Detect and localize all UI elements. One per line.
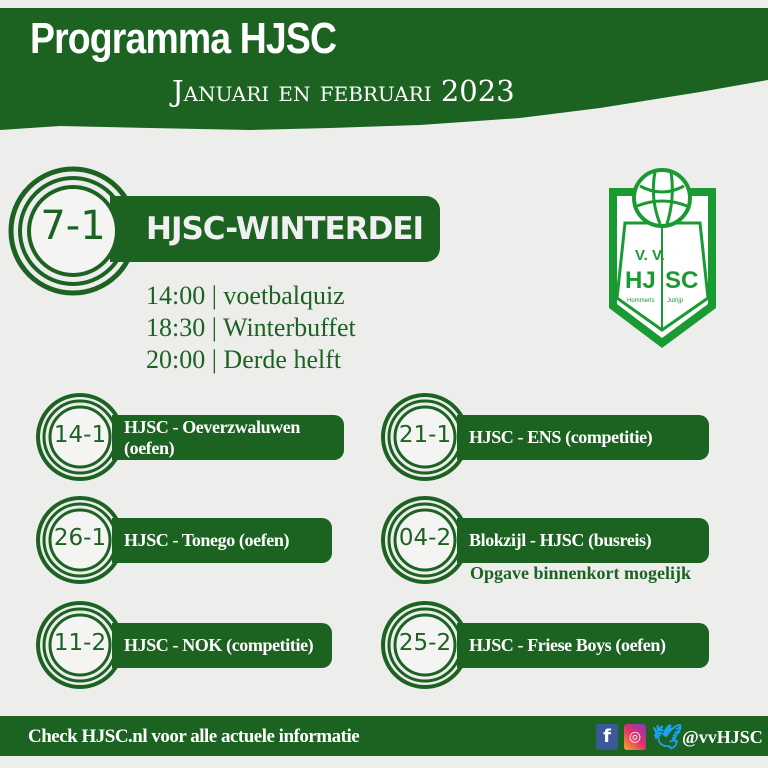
match-bar: HJSC - Tonego (oefen) (112, 518, 332, 563)
match-date-badge (36, 601, 124, 689)
logo-hj: HJ (625, 267, 656, 294)
featured-event-title: HJSC-WINTERDEI (146, 211, 424, 247)
header-banner (0, 8, 768, 130)
match-date: 25-2 (398, 630, 452, 656)
twitter-icon[interactable]: 🕊 (652, 723, 683, 751)
page-subtitle: Januari en februari 2023 (172, 74, 515, 108)
featured-event-bar: HJSC-WINTERDEI (110, 196, 440, 262)
match-bar: Blokzijl - HJSC (busreis) (457, 518, 709, 563)
match-date-badge (36, 393, 124, 481)
match-date-badge (36, 496, 124, 584)
instagram-icon[interactable]: ◎ (624, 724, 646, 750)
match-date: 26-1 (53, 525, 107, 551)
logo-sc: SC (665, 267, 698, 294)
match-bar: HJSC - ENS (competitie) (457, 415, 709, 460)
logo-place-left: Hommerts (627, 298, 655, 304)
page-title: Programma HJSC (30, 14, 337, 63)
club-logo: V. V. HJ SC Hommerts Jutrijp (609, 168, 716, 348)
match-label: HJSC - ENS (competitie) (469, 427, 653, 447)
match-bar: HJSC - Oeverzwaluwen (oefen) (112, 415, 344, 460)
footer-text: Check HJSC.nl voor alle actuele informat… (28, 726, 360, 747)
match-date: 14-1 (53, 422, 107, 448)
match-label: HJSC - NOK (competitie) (124, 635, 314, 655)
logo-place-right: Jutrijp (667, 298, 684, 304)
featured-schedule: 14:00 | voetbalquiz 18:30 | Winterbuffet… (146, 280, 356, 376)
match-date: 11-2 (53, 630, 107, 656)
schedule-item: 18:30 | Winterbuffet (146, 313, 356, 342)
logo-vv: V. V. (635, 247, 665, 264)
social-handle[interactable]: @vvHJSC (682, 727, 763, 747)
schedule-item: 20:00 | Derde helft (146, 345, 342, 374)
match-date-badge (381, 496, 469, 584)
match-label: HJSC - Oeverzwaluwen (oefen) (124, 416, 300, 458)
featured-date: 7-1 (40, 203, 106, 249)
match-date: 04-2 (398, 525, 452, 551)
match-label: HJSC - Friese Boys (oefen) (469, 635, 666, 655)
match-date: 21-1 (398, 422, 452, 448)
facebook-icon[interactable]: f (596, 724, 618, 750)
schedule-item: 14:00 | voetbalquiz (146, 281, 345, 310)
match-bar: HJSC - NOK (competitie) (112, 623, 332, 668)
featured-date-badge (8, 166, 138, 296)
match-label: Blokzijl - HJSC (busreis) (469, 530, 652, 550)
match-date-badge (381, 393, 469, 481)
match-date-badge (381, 601, 469, 689)
match-bar: HJSC - Friese Boys (oefen) (457, 623, 709, 668)
match-label: HJSC - Tonego (oefen) (124, 530, 290, 550)
match-note: Opgave binnenkort mogelijk (470, 563, 692, 583)
